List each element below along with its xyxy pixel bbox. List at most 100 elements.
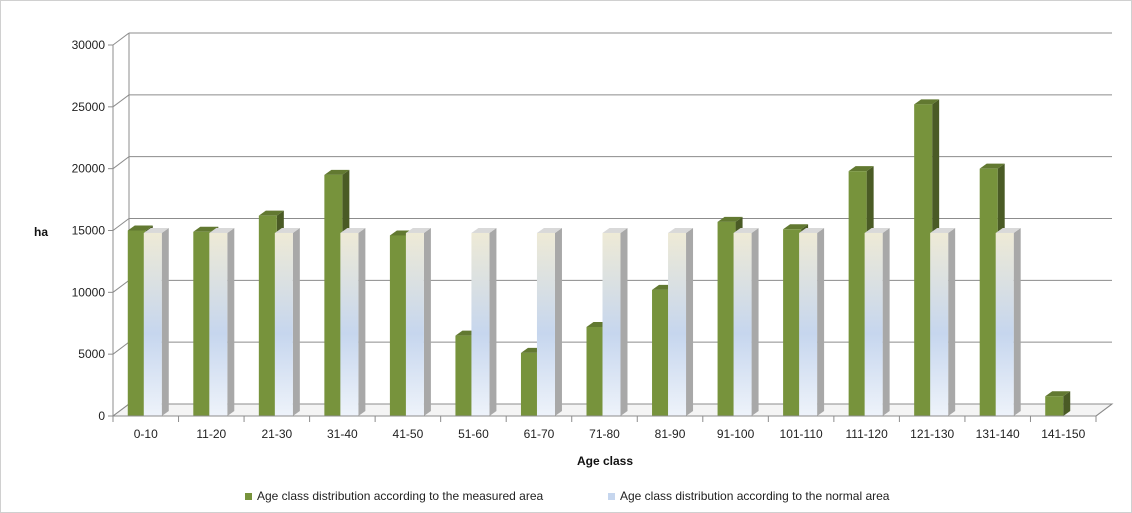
bar-front-face xyxy=(455,335,474,416)
legend-label: Age class distribution according to the … xyxy=(620,489,890,503)
x-tick-label: 41-50 xyxy=(393,427,424,441)
y-tick-label: 20000 xyxy=(72,162,106,176)
bar-side-face xyxy=(686,227,694,416)
grid-diagonal xyxy=(112,218,130,231)
bars xyxy=(127,99,1071,417)
bar-normal-51-60 xyxy=(471,227,497,416)
x-tick-label: 61-70 xyxy=(524,427,555,441)
x-tick-label: 91-100 xyxy=(717,427,755,441)
x-axis-label: Age class xyxy=(577,454,633,468)
bar-front-face xyxy=(536,232,555,416)
bar-side-face xyxy=(423,227,431,416)
bar-top-face xyxy=(1045,391,1071,397)
bar-normal-101-110 xyxy=(799,227,825,416)
bar-front-face xyxy=(979,168,998,416)
bar-front-face xyxy=(340,232,359,416)
bar-top-face xyxy=(799,227,825,233)
bar-top-face xyxy=(914,99,940,105)
bar-normal-111-120 xyxy=(864,227,890,416)
y-axis-ticks: 0 5000 10000 15000 20000 25000 30000 xyxy=(72,38,106,423)
bar-front-face xyxy=(274,232,293,416)
legend: Age class distribution according to the … xyxy=(245,489,890,503)
bar-front-face xyxy=(389,235,408,416)
bar-top-face xyxy=(209,227,235,233)
y-tick-label: 0 xyxy=(98,409,105,423)
bar-front-face xyxy=(733,232,752,416)
bar-front-face xyxy=(324,174,343,416)
bar-top-face xyxy=(668,227,694,233)
bar-front-face xyxy=(405,232,424,416)
bar-side-face xyxy=(227,227,235,416)
bar-front-face xyxy=(864,232,883,416)
bar-front-face xyxy=(848,171,867,416)
bar-normal-41-50 xyxy=(405,227,431,416)
x-tick-label: 101-110 xyxy=(780,427,823,441)
bar-side-face xyxy=(882,227,890,416)
bar-front-face xyxy=(717,221,736,416)
bar-normal-31-40 xyxy=(340,227,366,416)
bar-normal-71-80 xyxy=(602,227,628,416)
legend-swatch xyxy=(245,493,252,500)
x-tick-label: 31-40 xyxy=(327,427,358,441)
bar-top-face xyxy=(324,169,350,175)
bar-top-face xyxy=(127,225,153,231)
x-axis-ticks: 0-10 11-20 21-30 31-40 41-50 51-60 61-70 71-80 8… xyxy=(112,403,1113,441)
bar-front-face xyxy=(668,232,687,416)
bar-front-face xyxy=(143,232,162,416)
legend-item-measured: Age class distribution according to the … xyxy=(245,489,543,503)
bar-top-face xyxy=(979,163,1005,169)
grid-diagonal xyxy=(112,156,130,170)
bar-side-face xyxy=(161,227,169,416)
bar-measured-141-150 xyxy=(1045,391,1071,416)
bar-top-face xyxy=(340,227,366,233)
x-tick-label: 21-30 xyxy=(261,427,292,441)
x-tick-label: 131-140 xyxy=(976,427,1020,441)
bar-top-face xyxy=(733,227,759,233)
bar-front-face xyxy=(520,352,539,416)
bar-normal-61-70 xyxy=(536,227,562,416)
y-axis-label: ha xyxy=(34,225,48,239)
bar-front-face xyxy=(471,232,490,416)
y-tick-label: 5000 xyxy=(78,347,105,361)
bar-normal-121-130 xyxy=(930,227,956,416)
bar-normal-21-30 xyxy=(274,227,300,416)
bar-front-face xyxy=(930,232,949,416)
bar-front-face xyxy=(1045,396,1064,416)
bar-front-face xyxy=(602,232,621,416)
y-tick-label: 25000 xyxy=(72,100,106,114)
y-tick-label: 10000 xyxy=(72,285,106,299)
bar-top-face xyxy=(143,227,169,233)
x-tick-label: 141-150 xyxy=(1041,427,1085,441)
grid-diagonal xyxy=(112,32,130,46)
bar-normal-91-100 xyxy=(733,227,759,416)
bar-top-face xyxy=(717,216,743,222)
legend-swatch xyxy=(608,493,615,500)
bar-top-face xyxy=(258,210,284,216)
bar-side-face xyxy=(358,227,366,416)
bar-front-face xyxy=(783,229,802,416)
bar-side-face xyxy=(554,227,562,416)
y-tick-label: 30000 xyxy=(72,38,106,52)
x-tick-label: 51-60 xyxy=(458,427,489,441)
bar-side-face xyxy=(817,227,825,416)
y-tick-label: 15000 xyxy=(72,224,106,238)
x-tick-label: 81-90 xyxy=(655,427,686,441)
bar-front-face xyxy=(258,215,277,416)
bar-top-face xyxy=(274,227,300,233)
legend-label: Age class distribution according to the … xyxy=(257,489,543,503)
legend-item-normal: Age class distribution according to the … xyxy=(608,489,890,503)
grid-diagonal xyxy=(112,94,130,108)
bar-side-face xyxy=(1063,391,1071,416)
grid-diagonal xyxy=(112,341,130,355)
floor-right-edge xyxy=(1095,403,1113,417)
grid-diagonal xyxy=(112,403,130,417)
bar-top-face xyxy=(536,227,562,233)
bar-front-face xyxy=(193,231,212,416)
bar-normal-131-140 xyxy=(995,227,1021,416)
grid-diagonal xyxy=(112,279,130,293)
bar-side-face xyxy=(489,227,497,416)
bar-top-face xyxy=(848,166,874,172)
x-tick-label: 0-10 xyxy=(134,427,158,441)
x-tick-label: 71-80 xyxy=(589,427,620,441)
